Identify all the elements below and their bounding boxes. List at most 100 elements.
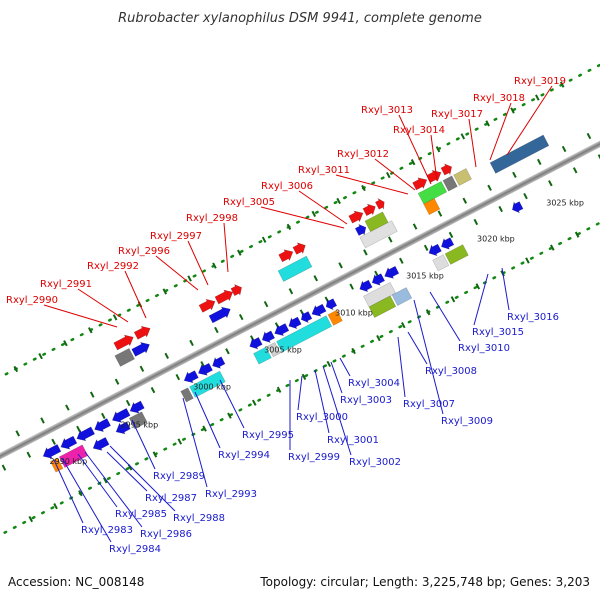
gene-label[interactable]: Rxyl_3013 bbox=[361, 105, 413, 116]
scale-tick bbox=[311, 210, 317, 218]
lower-track-line bbox=[0, 185, 600, 539]
leader-line bbox=[398, 114, 432, 185]
scale-tick bbox=[28, 515, 34, 523]
gene-label[interactable]: Rxyl_2990 bbox=[6, 295, 58, 306]
gene-box bbox=[391, 287, 413, 306]
gene-label[interactable]: Rxyl_2983 bbox=[81, 525, 133, 536]
scale-tick bbox=[487, 184, 492, 191]
gene-label[interactable]: Rxyl_3010 bbox=[458, 343, 510, 354]
scale-tick bbox=[460, 133, 466, 140]
scale-tick bbox=[410, 159, 416, 166]
leader-line bbox=[182, 397, 208, 488]
gene-arrow bbox=[412, 177, 428, 191]
gene-arrow bbox=[111, 408, 131, 423]
leader-line bbox=[187, 240, 209, 286]
scale-tick bbox=[448, 231, 454, 239]
gene-label[interactable]: Rxyl_2992 bbox=[87, 261, 139, 272]
leader-line bbox=[430, 134, 438, 182]
scale-tick bbox=[187, 275, 192, 282]
scale-tick bbox=[288, 288, 294, 295]
gene-arrow bbox=[359, 279, 373, 293]
scale-tick bbox=[349, 283, 354, 290]
gene-label[interactable]: Rxyl_2994 bbox=[218, 450, 270, 461]
gene-arrow bbox=[94, 418, 111, 432]
leader-line bbox=[124, 270, 147, 319]
gene-label[interactable]: Rxyl_3003 bbox=[340, 395, 392, 406]
leader-line bbox=[194, 391, 221, 449]
scale-tick bbox=[26, 451, 32, 458]
gene-label[interactable]: Rxyl_3015 bbox=[472, 327, 524, 338]
scale-tick bbox=[286, 223, 292, 230]
gene-label[interactable]: Rxyl_2999 bbox=[288, 452, 340, 463]
gene-arrow bbox=[426, 170, 442, 183]
gene-label[interactable]: Rxyl_3008 bbox=[425, 366, 477, 377]
gene-label[interactable]: Rxyl_2988 bbox=[173, 513, 225, 524]
scale-tick bbox=[177, 438, 183, 445]
gene-label[interactable]: Rxyl_3002 bbox=[349, 457, 401, 468]
gene-label[interactable]: Rxyl_3011 bbox=[298, 165, 350, 176]
gene-label[interactable]: Rxyl_2986 bbox=[140, 529, 192, 540]
gene-label[interactable]: Rxyl_2989 bbox=[153, 471, 205, 482]
gene-label[interactable]: Rxyl_3016 bbox=[507, 312, 559, 323]
leader-line bbox=[77, 453, 118, 508]
leader-line bbox=[413, 299, 444, 415]
gene-label[interactable]: Rxyl_2985 bbox=[115, 509, 167, 520]
gene-box bbox=[432, 254, 450, 272]
gene-label[interactable]: Rxyl_3017 bbox=[431, 109, 483, 120]
scale-tick bbox=[251, 399, 257, 406]
genome-summary: Topology: circular; Length: 3,225,748 bp… bbox=[259, 575, 590, 589]
gene-label[interactable]: Rxyl_3018 bbox=[473, 93, 525, 104]
leader-line bbox=[53, 459, 84, 524]
scale-tick bbox=[485, 120, 490, 127]
leader-line bbox=[297, 375, 303, 411]
scale-tick bbox=[125, 399, 131, 407]
gene-label[interactable]: Rxyl_2997 bbox=[150, 231, 202, 242]
leader-line bbox=[106, 451, 148, 492]
scale-label: 3005 kbp bbox=[264, 345, 302, 354]
gene-arrow bbox=[440, 163, 452, 176]
gene-label[interactable]: Rxyl_3000 bbox=[296, 412, 348, 423]
scale-tick bbox=[399, 257, 404, 264]
gene-label[interactable]: Rxyl_2996 bbox=[118, 246, 170, 257]
gene-label[interactable]: Rxyl_3019 bbox=[514, 76, 566, 87]
leader-line bbox=[501, 267, 510, 311]
leader-line bbox=[109, 445, 176, 512]
gene-box bbox=[58, 444, 89, 468]
gene-label[interactable]: Rxyl_3012 bbox=[337, 149, 389, 160]
leader-line bbox=[397, 336, 406, 398]
gene-label[interactable]: Rxyl_3005 bbox=[223, 197, 275, 208]
gene-box bbox=[444, 244, 469, 265]
gene-label[interactable]: Rxyl_2998 bbox=[186, 213, 238, 224]
scale-tick bbox=[276, 386, 282, 393]
gene-arrow bbox=[374, 197, 385, 211]
scale-tick bbox=[15, 430, 20, 437]
gene-arrow bbox=[115, 421, 131, 435]
scale-tick bbox=[423, 244, 429, 251]
gene-box bbox=[114, 348, 135, 367]
gene-box bbox=[267, 342, 281, 358]
scale-tick bbox=[1, 464, 7, 471]
scale-tick bbox=[412, 223, 418, 230]
leader-line bbox=[155, 255, 199, 291]
gene-box bbox=[277, 255, 313, 282]
gene-arrow bbox=[512, 201, 524, 214]
gene-label[interactable]: Rxyl_3009 bbox=[441, 416, 493, 427]
gene-label[interactable]: Rxyl_2995 bbox=[242, 430, 294, 441]
scale-tick bbox=[437, 210, 443, 217]
gene-label[interactable]: Rxyl_3014 bbox=[393, 125, 445, 136]
gene-arrow bbox=[230, 284, 242, 297]
gene-label[interactable]: Rxyl_2987 bbox=[145, 493, 197, 504]
scale-tick bbox=[473, 218, 479, 226]
gene-label[interactable]: Rxyl_3001 bbox=[327, 435, 379, 446]
gene-box bbox=[442, 175, 458, 192]
gene-label[interactable]: Rxyl_3004 bbox=[348, 378, 400, 389]
leader-line bbox=[77, 288, 129, 323]
gene-label[interactable]: Rxyl_3006 bbox=[261, 181, 313, 192]
gene-label[interactable]: Rxyl_2993 bbox=[205, 489, 257, 500]
gene-box bbox=[276, 315, 333, 353]
gene-label[interactable]: Rxyl_2991 bbox=[40, 279, 92, 290]
gene-label[interactable]: Rxyl_3007 bbox=[403, 399, 455, 410]
gene-arrow bbox=[384, 265, 400, 279]
gene-arrow bbox=[133, 325, 151, 340]
gene-label[interactable]: Rxyl_2984 bbox=[109, 544, 161, 555]
